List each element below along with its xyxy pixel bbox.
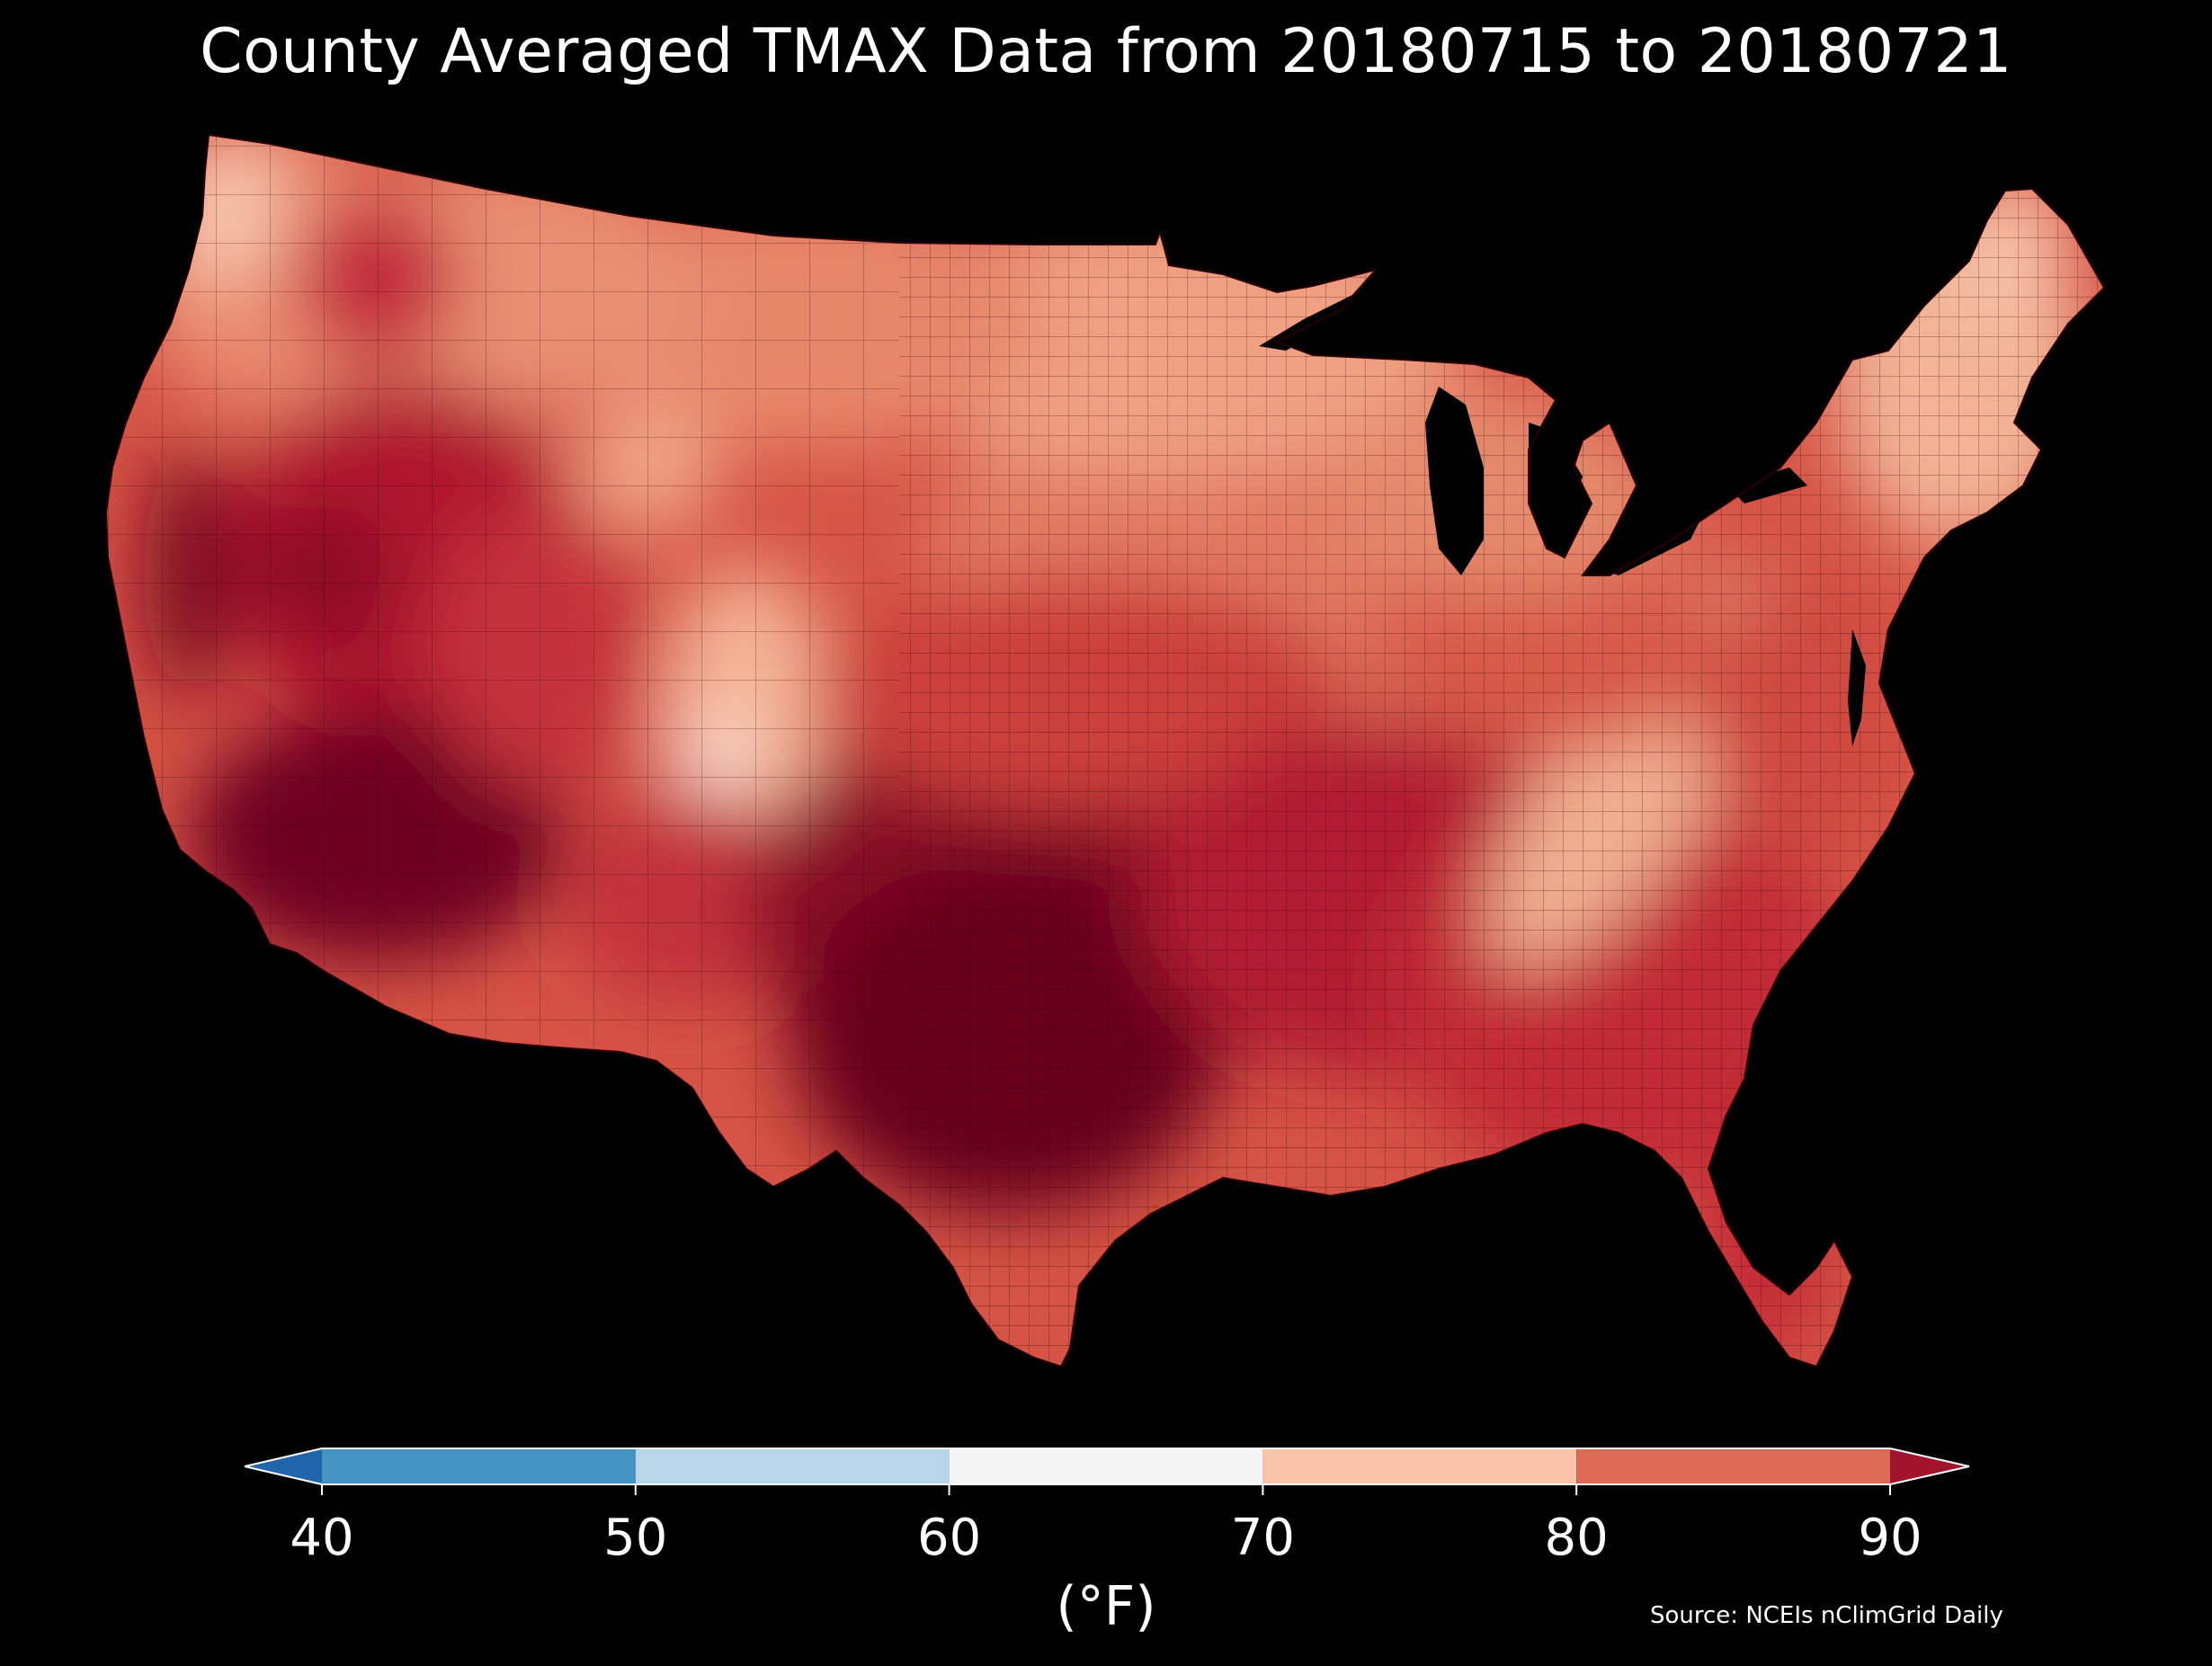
chesapeake-bay xyxy=(1848,629,1866,746)
great-lakes xyxy=(1259,279,1866,746)
lake-huron xyxy=(1529,423,1583,517)
colorbar-bin-60-70 xyxy=(949,1448,1263,1484)
colorbar-tick-label: 60 xyxy=(916,1509,982,1567)
colorbar-tick-label: 90 xyxy=(1858,1509,1922,1567)
colorbar-bin-50-60 xyxy=(635,1448,950,1484)
colorbar-bin-80-90 xyxy=(1576,1448,1890,1484)
colorbar-tick-label: 50 xyxy=(603,1509,668,1567)
lake-michigan xyxy=(1425,387,1484,575)
colorbar-bin-70-80 xyxy=(1262,1448,1577,1484)
lake-erie xyxy=(1592,503,1708,575)
lake-superior xyxy=(1259,279,1385,351)
source-credit: Source: NCEIs nClimGrid Daily xyxy=(1650,1602,2003,1629)
colorbar-tick-label: 80 xyxy=(1544,1509,1609,1567)
colorbar-under-arrow xyxy=(245,1448,322,1484)
colorbar-units-label: (°F) xyxy=(1056,1575,1156,1638)
colorbar-tick-label: 70 xyxy=(1230,1509,1296,1567)
map-title: County Averaged TMAX Data from 20180715 … xyxy=(200,16,2012,87)
colorbar-tick-label: 40 xyxy=(290,1509,354,1567)
lake-ontario xyxy=(1726,468,1807,503)
colorbar-over-arrow xyxy=(1890,1448,1969,1484)
colorbar-bin-40-50 xyxy=(322,1448,636,1484)
